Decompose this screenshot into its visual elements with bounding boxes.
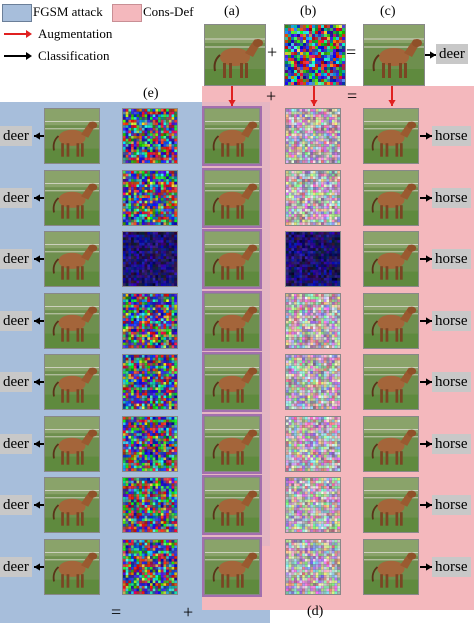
top-prediction-label: deer [436,44,468,64]
consdef-prediction-label: horse [432,495,471,515]
plus-operator-3: + [183,602,194,622]
consdef-prediction-label: horse [432,126,471,146]
consdef-noise-image [285,354,341,410]
classification-legend-label: Classification [38,48,110,63]
panel-b-label: (b) [300,4,317,19]
fgsm-noise-image [122,231,178,287]
augmented-source-image [202,475,262,535]
consdef-result-image [363,477,419,533]
consdef-noise-image [285,416,341,472]
augmented-source-image [202,291,262,351]
classification-arrow-icon [4,52,32,60]
fgsm-legend-label: FGSM attack [33,4,103,19]
fgsm-noise-image [122,354,178,410]
fgsm-adversarial-image [44,477,100,533]
fgsm-adversarial-image [44,231,100,287]
panel-e-label: (e) [143,86,159,101]
fgsm-adversarial-image [44,539,100,595]
noise-image-b [284,24,346,86]
consdef-result-image [363,293,419,349]
augmented-source-image [202,414,262,474]
consdef-result-image [363,416,419,472]
augmentation-arrow-icon [4,30,32,38]
consdef-result-image [363,170,419,226]
fgsm-prediction-label: deer [0,249,32,269]
fgsm-prediction-label: deer [0,188,32,208]
consdef-noise-image [285,170,341,226]
consdef-noise-image [285,539,341,595]
adversarial-image-c [363,24,425,86]
fgsm-prediction-label: deer [0,126,32,146]
fgsm-adversarial-image [44,170,100,226]
augmented-source-image [202,168,262,228]
augmented-source-image [202,229,262,289]
fgsm-noise-image [122,293,178,349]
plus-operator-2: + [266,86,277,106]
fgsm-adversarial-image [44,108,100,164]
fgsm-adversarial-image [44,354,100,410]
fgsm-prediction-label: deer [0,311,32,331]
fgsm-noise-image [122,416,178,472]
fgsm-prediction-label: deer [0,557,32,577]
consdef-result-image [363,354,419,410]
consdef-prediction-label: horse [432,372,471,392]
consdef-noise-image [285,108,341,164]
panel-d-label: (d) [307,604,324,619]
augmented-source-image [202,537,262,597]
consdef-noise-image [285,477,341,533]
consdef-prediction-label: horse [432,434,471,454]
legend: FGSM attack Cons-Def Augmentation Classi… [2,2,202,68]
fgsm-noise-image [122,477,178,533]
fgsm-prediction-label: deer [0,372,32,392]
fgsm-noise-image [122,170,178,226]
consdef-result-image [363,231,419,287]
consdef-legend-swatch [112,4,142,22]
classification-arrow-top [425,51,436,59]
fgsm-prediction-label: deer [0,434,32,454]
consdef-prediction-label: horse [432,557,471,577]
augmented-source-image [202,352,262,412]
augmentation-legend-label: Augmentation [38,26,113,41]
consdef-prediction-label: horse [432,188,471,208]
consdef-result-image [363,539,419,595]
consdef-legend-label: Cons-Def [143,4,194,19]
fgsm-prediction-label: deer [0,495,32,515]
fgsm-noise-image [122,539,178,595]
consdef-noise-image [285,231,341,287]
equals-operator-2: = [347,86,358,106]
consdef-prediction-label: horse [432,249,471,269]
consdef-result-image [363,108,419,164]
fgsm-adversarial-image [44,416,100,472]
consdef-prediction-label: horse [432,311,471,331]
clean-image-a [204,24,266,86]
fgsm-adversarial-image [44,293,100,349]
augmented-source-image [202,106,262,166]
equals-operator-3: = [111,602,122,622]
panel-c-label: (c) [380,4,396,19]
equals-operator: = [346,42,357,62]
consdef-noise-image [285,293,341,349]
plus-operator: + [267,42,278,62]
fgsm-legend-swatch [2,4,32,22]
fgsm-noise-image [122,108,178,164]
panel-a-label: (a) [224,4,240,19]
